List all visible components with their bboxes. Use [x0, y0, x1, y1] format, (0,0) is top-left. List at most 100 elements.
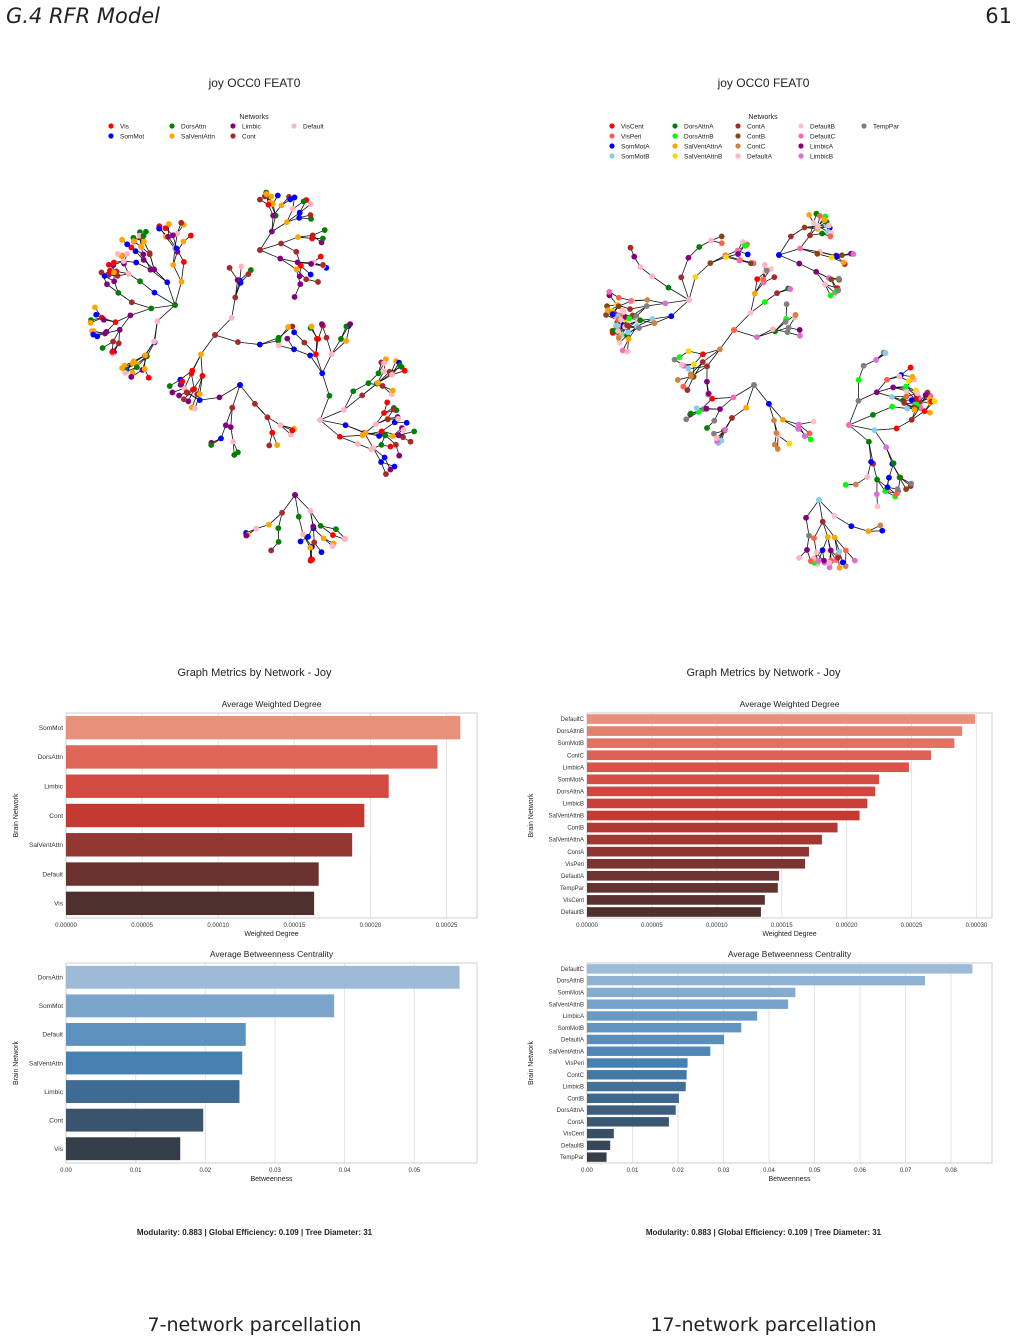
- legend-label: VisCent: [621, 124, 644, 131]
- tree-node: [293, 248, 300, 255]
- tree-node: [699, 351, 706, 358]
- tree-edge: [268, 512, 283, 525]
- category-label: ContA: [567, 1120, 584, 1126]
- tree-node: [212, 332, 218, 338]
- tree-node: [807, 436, 814, 443]
- bar-ContA: [587, 1117, 669, 1127]
- legend-label: SomMot: [120, 134, 144, 141]
- category-label: DorsAttnB: [557, 979, 584, 985]
- x-tick-label: 0.03: [718, 1168, 730, 1174]
- tree-node: [873, 357, 879, 363]
- legend-label: SomMotB: [621, 154, 650, 161]
- category-label: Vis: [54, 1146, 64, 1153]
- tree-node: [822, 281, 828, 288]
- tree-node: [381, 410, 387, 416]
- tree-edge: [319, 395, 330, 421]
- category-label: SalVentAttnB: [549, 814, 584, 820]
- tree-node: [896, 373, 903, 380]
- tree-node: [636, 325, 642, 331]
- legend-marker: [672, 153, 678, 159]
- tree-node: [771, 417, 777, 424]
- tree-node: [821, 557, 827, 564]
- tree-node: [274, 442, 281, 448]
- bar-SalVentAttnB: [587, 810, 860, 821]
- tree-edge: [365, 432, 386, 436]
- tree-node: [124, 241, 131, 248]
- tree-node: [609, 311, 616, 318]
- category-label: LimbicB: [563, 802, 584, 808]
- tree-edge: [259, 231, 273, 251]
- tree-node: [289, 427, 296, 434]
- tree-edge: [680, 257, 689, 278]
- chart-title: Average Betweenness Centrality: [210, 949, 334, 959]
- bar-VisCent: [587, 895, 765, 905]
- bar-DefaultA: [587, 870, 780, 881]
- tree-node: [375, 370, 382, 377]
- tree-node: [323, 334, 330, 341]
- tree-node: [774, 446, 781, 452]
- tree-node: [840, 259, 847, 266]
- tree-node: [603, 312, 609, 318]
- legend-label: Default: [303, 124, 324, 131]
- tree-node: [931, 398, 938, 405]
- tree-node: [342, 535, 349, 542]
- legend-item: SomMotA: [609, 143, 650, 151]
- tree-node: [295, 234, 301, 240]
- tree-node: [381, 454, 388, 461]
- tree-node: [119, 236, 125, 243]
- bar-SomMotB: [587, 738, 955, 748]
- tree-node: [864, 474, 871, 480]
- tree-node: [907, 364, 914, 371]
- x-tick-label: 0.07: [900, 1168, 912, 1174]
- tree-node: [814, 222, 821, 229]
- tree-node: [227, 424, 234, 431]
- tree-node: [744, 251, 751, 258]
- tree-node: [387, 466, 394, 473]
- category-label: SalVentAttnB: [549, 1002, 584, 1008]
- tree-node: [826, 559, 833, 566]
- tree-node: [688, 373, 695, 380]
- tree-node: [687, 410, 694, 417]
- bar-ContC: [587, 1070, 687, 1080]
- legend-label: ContA: [747, 124, 766, 131]
- tree-edge: [280, 258, 297, 270]
- tree-node: [127, 312, 134, 319]
- tree-node: [625, 336, 632, 342]
- tree-node: [828, 254, 835, 261]
- tree-node: [293, 266, 300, 273]
- tree-node: [87, 319, 94, 326]
- legend-marker: [798, 143, 804, 149]
- tree-node: [228, 314, 235, 321]
- tree-node: [275, 337, 282, 344]
- tree-node: [216, 394, 223, 401]
- x-tick-label: 0.06: [854, 1168, 866, 1174]
- tree-node: [275, 525, 282, 532]
- bar-ContA: [587, 846, 809, 857]
- tree-node: [927, 409, 933, 416]
- category-label: DorsAttnA: [557, 1108, 584, 1114]
- tree-node: [308, 261, 315, 267]
- tree-node: [743, 404, 750, 411]
- legend-item: SalVentAttnB: [672, 153, 722, 161]
- tree-edge: [671, 299, 690, 317]
- tree-node: [678, 274, 685, 281]
- graph-summary: Modularity: 0.883 | Global Efficiency: 0…: [136, 1228, 373, 1237]
- tree-node: [311, 539, 318, 546]
- tree-edge: [200, 354, 203, 376]
- tree-node: [903, 486, 910, 493]
- tree-node: [731, 327, 737, 333]
- weighted-degree-chart: Average Weighted Degree 0.00000 0.00005 0.0…: [13, 699, 478, 938]
- tree-edge: [259, 249, 281, 259]
- tree-node: [835, 275, 842, 282]
- x-axis-label: Weighted Degree: [244, 931, 298, 938]
- tree-node: [797, 245, 803, 252]
- tree-node: [291, 329, 298, 336]
- legend-label: LimbicB: [810, 154, 833, 161]
- tree-node: [391, 463, 398, 470]
- x-tick-label: 0.00005: [131, 923, 153, 929]
- bar-TempPar: [587, 1152, 607, 1162]
- tree-node: [671, 356, 678, 363]
- tree-node: [751, 382, 757, 388]
- tree-node: [143, 228, 149, 235]
- bar-SomMot: [66, 994, 335, 1018]
